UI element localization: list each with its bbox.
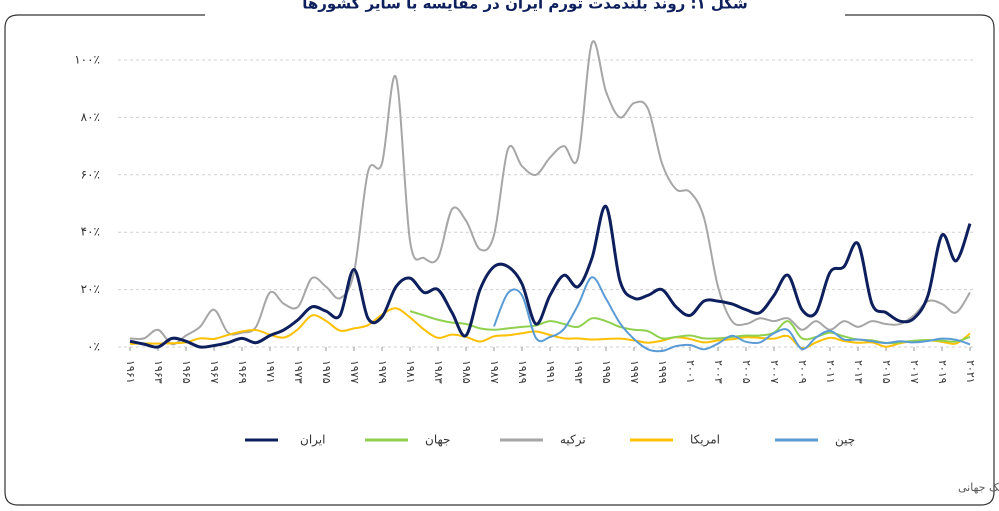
x-tick-label: ۱۹۷۷ xyxy=(348,360,361,384)
legend-label: ترکیه xyxy=(560,433,586,448)
x-tick-label: ۱۹۶۷ xyxy=(208,360,221,384)
x-tick-label: ۱۹۶۹ xyxy=(236,360,249,384)
x-tick-label: ۲۰۱۷ xyxy=(908,360,921,384)
x-tick-label: ۱۹۸۹ xyxy=(516,360,529,384)
x-tick-label: ۱۹۷۱ xyxy=(264,360,277,384)
x-tick-label: ۱۹۷۵ xyxy=(320,360,333,384)
x-tick-label: ۲۰۰۳ xyxy=(712,360,725,384)
legend-label: ایران xyxy=(300,433,325,448)
x-tick-label: ۱۹۹۳ xyxy=(572,360,585,384)
x-tick-label: ۲۰۱۱ xyxy=(824,360,837,384)
x-tick-label: ۱۹۶۱ xyxy=(124,360,137,384)
x-tick-label: ۱۹۹۷ xyxy=(628,360,641,384)
x-tick-label: ۱۹۶۵ xyxy=(180,360,193,384)
line xyxy=(129,204,972,349)
legend-label: جهان xyxy=(425,433,450,447)
x-tick-label: ۲۰۱۹ xyxy=(936,360,949,384)
x-tick-label: ۱۹۷۳ xyxy=(292,360,305,384)
x-tick-label: ۱۹۷۹ xyxy=(376,360,389,384)
y-tick-label: ۸۰٪ xyxy=(81,110,100,124)
y-tick-label: ۱۰۰٪ xyxy=(74,53,100,67)
x-tick-label: ۲۰۰۱ xyxy=(684,360,697,384)
x-tick-label: ۲۰۰۹ xyxy=(796,360,809,384)
frame xyxy=(4,14,995,506)
line xyxy=(493,276,971,353)
x-tick-label: ۱۹۸۷ xyxy=(488,360,501,384)
x-tick-label: ۱۹۹۵ xyxy=(600,360,613,384)
source: منبع: بانک جهانی xyxy=(958,481,999,494)
legend-label: امریکا xyxy=(690,433,720,448)
x-tick-label: ۲۰۱۳ xyxy=(852,360,865,384)
x-tick-label: ۲۰۲۱ xyxy=(964,360,977,384)
chart-title: شکل ۱: روند بلندمدت تورم ایران در مقایسه… xyxy=(302,0,748,13)
x-tick-label: ۱۹۸۱ xyxy=(404,360,417,384)
x-tick-label: ۱۹۸۵ xyxy=(460,360,473,384)
x-tick-label: ۲۰۱۵ xyxy=(880,360,893,384)
x-tick-label: ۱۹۹۱ xyxy=(544,360,557,384)
x-tick-label: ۱۹۶۳ xyxy=(152,360,165,384)
x-tick-label: ۲۰۰۷ xyxy=(768,360,781,384)
x-tick-label: ۱۹۸۳ xyxy=(432,360,445,384)
x-tick-label: ۲۰۰۵ xyxy=(740,360,753,384)
y-tick-label: ۲۰٪ xyxy=(81,282,100,296)
x-tick-label: ۱۹۹۹ xyxy=(656,360,669,384)
y-tick-label: ۴۰٪ xyxy=(81,225,100,239)
legend-label: چین xyxy=(835,433,855,448)
y-tick-label: ۰٪ xyxy=(87,340,100,354)
line xyxy=(129,40,971,346)
y-tick-label: ۶۰٪ xyxy=(81,167,100,181)
